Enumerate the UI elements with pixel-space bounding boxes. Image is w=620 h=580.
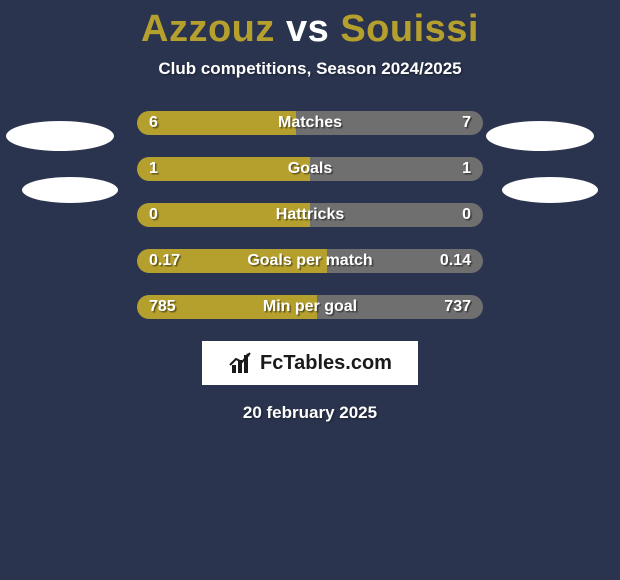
stat-row: 785 Min per goal 737 <box>0 295 620 319</box>
stat-row: 0 Hattricks 0 <box>0 203 620 227</box>
vs-text: vs <box>286 8 329 50</box>
stat-right-value: 0.14 <box>440 252 471 270</box>
stat-left-value: 6 <box>149 114 158 132</box>
date-text: 20 february 2025 <box>0 403 620 423</box>
site-logo[interactable]: FcTables.com <box>202 341 418 385</box>
bar-left-fill <box>137 157 310 181</box>
stat-row: 0.17 Goals per match 0.14 <box>0 249 620 273</box>
stat-bar: 6 Matches 7 <box>137 111 483 135</box>
stat-right-value: 0 <box>462 206 471 224</box>
stat-label: Hattricks <box>276 206 344 224</box>
stat-label: Matches <box>278 114 342 132</box>
stat-row: 1 Goals 1 <box>0 157 620 181</box>
subtitle: Club competitions, Season 2024/2025 <box>0 59 620 79</box>
stat-bar: 1 Goals 1 <box>137 157 483 181</box>
stat-right-value: 737 <box>444 298 471 316</box>
stat-left-value: 1 <box>149 160 158 178</box>
stat-bar: 785 Min per goal 737 <box>137 295 483 319</box>
stat-left-value: 0.17 <box>149 252 180 270</box>
stat-left-value: 785 <box>149 298 176 316</box>
comparison-title: Azzouz vs Souissi <box>0 0 620 51</box>
logo-text: FcTables.com <box>260 352 392 375</box>
decorative-ellipse <box>502 177 598 203</box>
stat-label: Goals per match <box>247 252 372 270</box>
decorative-ellipse <box>22 177 118 203</box>
player2-name: Souissi <box>340 8 479 50</box>
stat-right-value: 1 <box>462 160 471 178</box>
stat-bar: 0.17 Goals per match 0.14 <box>137 249 483 273</box>
stat-left-value: 0 <box>149 206 158 224</box>
stat-bar: 0 Hattricks 0 <box>137 203 483 227</box>
stat-right-value: 7 <box>462 114 471 132</box>
decorative-ellipse <box>6 121 114 151</box>
decorative-ellipse <box>486 121 594 151</box>
player1-name: Azzouz <box>141 8 275 50</box>
stat-label: Goals <box>288 160 332 178</box>
stat-label: Min per goal <box>263 298 357 316</box>
bar-left-fill <box>137 111 296 135</box>
chart-icon <box>228 351 256 375</box>
